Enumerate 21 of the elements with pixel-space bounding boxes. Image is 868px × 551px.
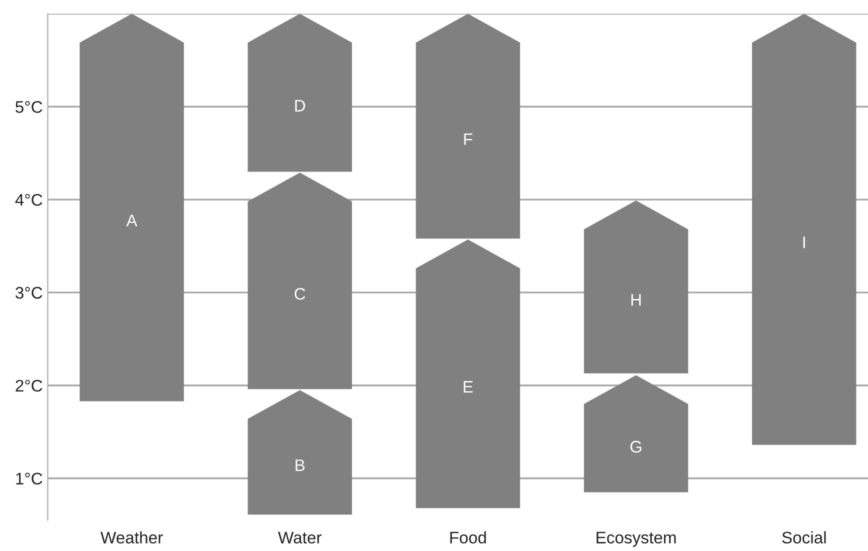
y-tick-label: 1°C [16,472,42,485]
x-tick-label: Social [782,531,826,544]
bar [752,14,856,445]
annotation: G [630,440,642,453]
annotation: A [126,214,138,226]
annotation: I [803,236,805,248]
annotation: B [296,460,305,472]
x-tick-label: Weather [100,531,163,544]
y-tick-label: 3°C [16,286,42,299]
annotation: D [295,100,306,112]
y-tick-label: 4°C [15,194,42,206]
annotation: F [464,133,472,145]
y-tick-label: 5°C [16,101,42,113]
annotation: C [294,288,306,300]
x-tick-label: Water [278,532,322,544]
x-tick-label: Food [450,531,486,544]
annotation: H [631,294,641,306]
annotation: E [464,381,473,393]
y-tick-label: 2°C [16,380,42,392]
x-tick-label: Ecosystem [596,532,676,547]
bar [80,14,184,402]
